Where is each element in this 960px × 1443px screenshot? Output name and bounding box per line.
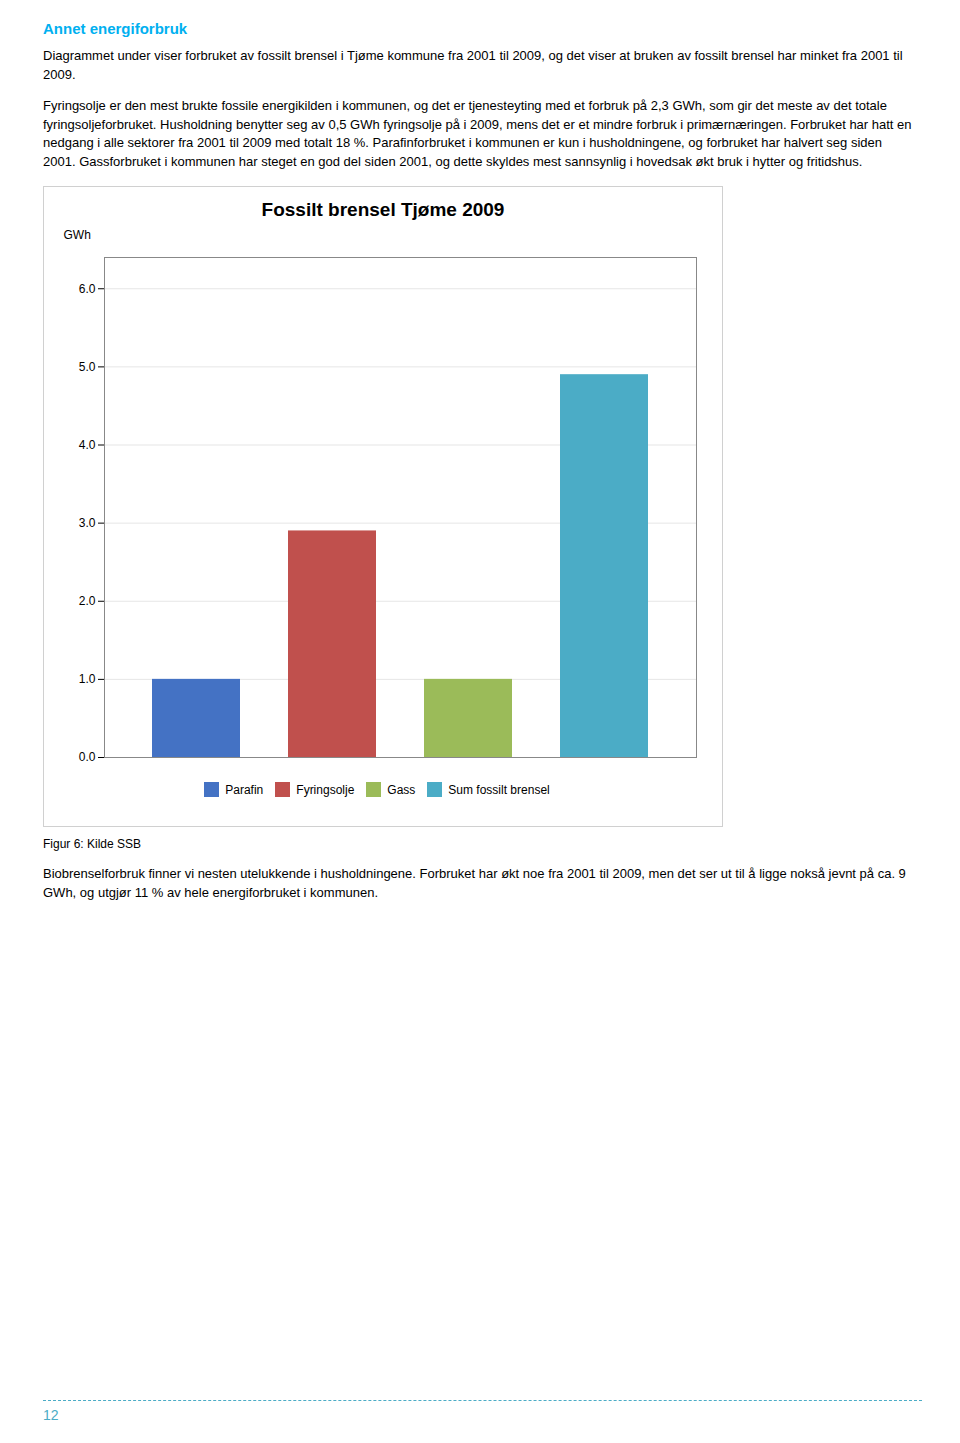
html-text:12: 12 <box>43 1407 59 1423</box>
svg-text:GWh: GWh <box>64 228 91 242</box>
svg-text:0.0: 0.0 <box>79 750 96 764</box>
html-text:Gass: Gass <box>387 782 416 797</box>
html-text:Figur 6: Kilde SSB: Figur 6: Kilde SSB <box>43 837 141 852</box>
html-text:Annet energiforbruk: Annet energiforbruk <box>43 20 188 37</box>
svg-text:2.0: 2.0 <box>79 594 96 608</box>
svg-text:5.0: 5.0 <box>79 360 96 374</box>
svg-text:6.0: 6.0 <box>79 282 96 296</box>
svg-text:4.0: 4.0 <box>79 438 96 452</box>
svg-text:3.0: 3.0 <box>79 516 96 530</box>
html-text:Fyringsolje er den mest brukte: Fyringsolje er den mest brukte fossile e… <box>43 97 912 170</box>
html-text:Fossilt brensel Tjøme 2009: Fossilt brensel Tjøme 2009 <box>261 199 505 221</box>
html-text:Sum fossilt brensel: Sum fossilt brensel <box>448 782 550 797</box>
html-text:Diagrammet under viser forbruk: Diagrammet under viser forbruket av foss… <box>43 48 903 82</box>
html-text:Parafin: Parafin <box>225 782 264 797</box>
html-text:Fyringsolje: Fyringsolje <box>296 782 355 797</box>
html-text:Biobrenselforbruk finner vi ne: Biobrenselforbruk finner vi nesten utelu… <box>43 866 906 900</box>
svg-text:1.0: 1.0 <box>79 672 96 686</box>
